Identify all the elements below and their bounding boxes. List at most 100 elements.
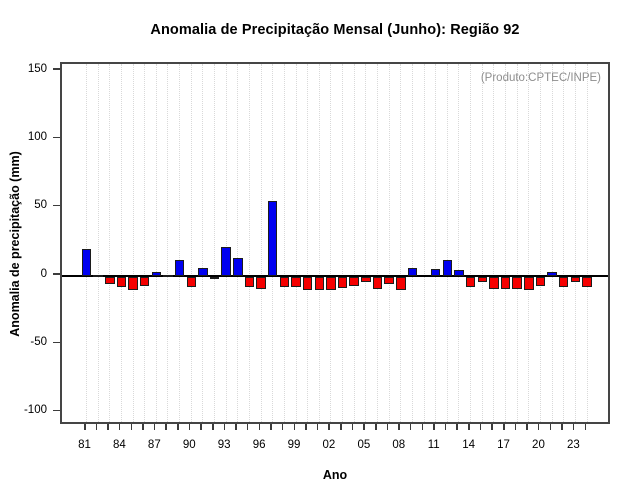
x-tick bbox=[421, 424, 424, 430]
year-gridline bbox=[377, 64, 378, 422]
year-gridline bbox=[586, 64, 588, 422]
x-tick-label: 11 bbox=[427, 439, 440, 451]
x-tick bbox=[188, 424, 191, 430]
x-tick-label: 87 bbox=[147, 439, 161, 451]
bar-16 bbox=[489, 277, 499, 289]
bar-06 bbox=[372, 277, 383, 289]
y-tick bbox=[53, 204, 60, 207]
x-tick bbox=[537, 424, 540, 430]
bar-01 bbox=[314, 277, 325, 290]
bar-94 bbox=[233, 258, 243, 276]
chart-title: Anomalia de Precipitação Mensal (Junho):… bbox=[150, 22, 520, 38]
x-tick bbox=[130, 424, 133, 430]
x-tick-label: 23 bbox=[566, 439, 580, 451]
x-tick bbox=[328, 424, 330, 430]
year-gridline bbox=[481, 64, 483, 422]
x-tick bbox=[293, 424, 296, 430]
x-tick bbox=[456, 424, 458, 430]
x-tick bbox=[153, 424, 156, 430]
year-gridline bbox=[400, 64, 402, 422]
bar-86 bbox=[139, 277, 150, 286]
year-gridline bbox=[516, 64, 518, 422]
x-tick bbox=[444, 424, 447, 430]
year-gridline bbox=[528, 64, 530, 422]
year-gridline bbox=[190, 64, 192, 422]
bar-05 bbox=[361, 277, 371, 283]
year-gridline bbox=[120, 64, 122, 422]
year-gridline bbox=[563, 64, 565, 422]
bar-92 bbox=[209, 277, 220, 280]
bar-90 bbox=[186, 277, 196, 287]
x-tick bbox=[235, 424, 237, 430]
year-gridline bbox=[248, 64, 250, 422]
year-gridline bbox=[493, 64, 495, 422]
x-tick-label: 17 bbox=[497, 439, 510, 451]
y-tick bbox=[53, 273, 60, 275]
year-gridline bbox=[574, 64, 576, 422]
bar-14 bbox=[465, 277, 476, 288]
year-gridline bbox=[132, 64, 134, 422]
bar-07 bbox=[384, 277, 394, 284]
bar-81 bbox=[81, 248, 92, 276]
bar-08 bbox=[396, 277, 406, 290]
year-gridline bbox=[295, 64, 297, 422]
year-gridline bbox=[179, 64, 181, 422]
year-gridline bbox=[342, 64, 344, 422]
x-tick bbox=[305, 424, 307, 430]
year-gridline bbox=[155, 64, 157, 422]
bar-18 bbox=[512, 277, 522, 289]
x-tick-label: 81 bbox=[78, 439, 91, 451]
x-tick bbox=[281, 424, 284, 430]
bar-88 bbox=[163, 274, 173, 277]
bar-83 bbox=[105, 277, 115, 284]
x-tick bbox=[549, 424, 552, 430]
y-tick bbox=[53, 136, 60, 139]
year-gridline bbox=[225, 64, 227, 422]
x-tick bbox=[433, 424, 435, 430]
y-tick-label: -100 bbox=[23, 404, 47, 417]
year-gridline bbox=[435, 64, 437, 422]
x-tick bbox=[526, 424, 528, 430]
x-tick bbox=[246, 424, 249, 430]
bar-87 bbox=[151, 271, 162, 276]
x-tick bbox=[118, 424, 121, 430]
x-tick bbox=[386, 424, 389, 430]
bar-02 bbox=[326, 277, 336, 290]
year-gridline bbox=[237, 64, 239, 422]
bar-99 bbox=[291, 277, 301, 288]
year-gridline bbox=[86, 64, 87, 422]
bar-19 bbox=[524, 277, 534, 290]
x-tick bbox=[107, 424, 109, 430]
x-tick bbox=[479, 424, 482, 430]
year-gridline bbox=[167, 64, 169, 422]
year-gridline bbox=[214, 64, 216, 422]
year-gridline bbox=[365, 64, 367, 422]
year-gridline bbox=[353, 64, 355, 422]
x-tick-label: 08 bbox=[392, 439, 406, 451]
year-gridline bbox=[260, 64, 262, 422]
year-gridline bbox=[318, 64, 320, 422]
year-gridline bbox=[551, 64, 553, 422]
year-gridline bbox=[330, 64, 332, 422]
x-tick-label: 05 bbox=[357, 439, 371, 451]
bar-20 bbox=[535, 277, 546, 286]
bar-91 bbox=[198, 267, 208, 276]
x-tick-label: 93 bbox=[217, 439, 231, 451]
x-tick bbox=[95, 424, 98, 430]
bar-23 bbox=[570, 277, 581, 283]
x-tick bbox=[409, 424, 412, 430]
x-tick-label: 02 bbox=[322, 439, 336, 451]
x-tick bbox=[200, 424, 202, 430]
year-gridline bbox=[388, 64, 390, 422]
year-gridline bbox=[283, 64, 285, 422]
x-tick-label: 90 bbox=[182, 439, 196, 451]
zero-line bbox=[62, 275, 608, 277]
bar-96 bbox=[256, 277, 266, 289]
year-gridline bbox=[539, 64, 541, 422]
year-gridline bbox=[109, 64, 111, 422]
bar-82 bbox=[93, 275, 103, 277]
product-annotation: (Produto:CPTEC/INPE) bbox=[480, 72, 601, 84]
x-axis-label: Ano bbox=[322, 468, 348, 482]
x-tick bbox=[468, 424, 470, 430]
x-tick bbox=[340, 424, 342, 430]
